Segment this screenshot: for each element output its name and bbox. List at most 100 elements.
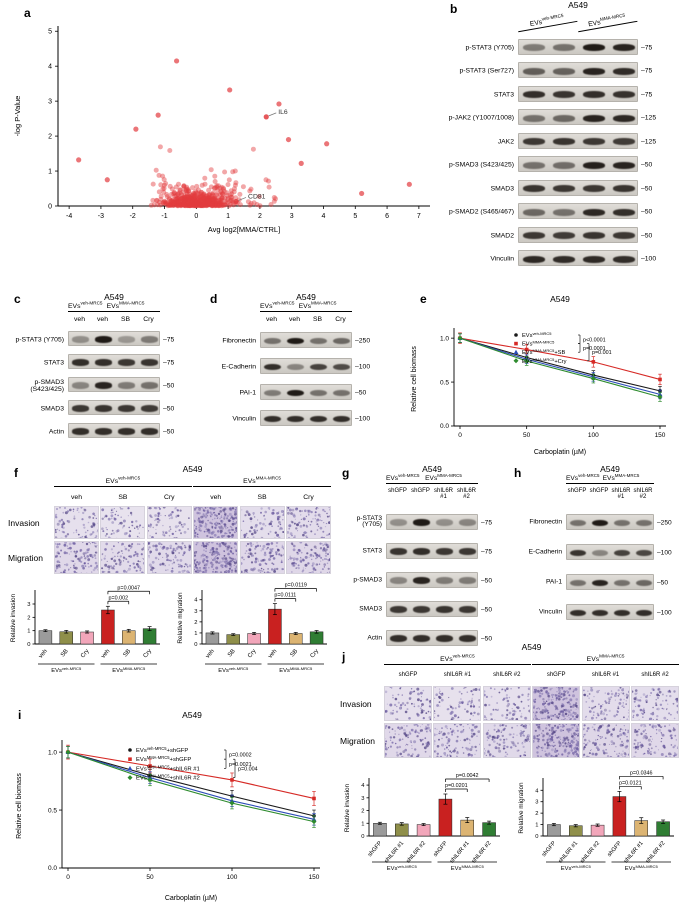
western-blot-panel-h: A549 EVsveh-MRC5 EVsMMA-MRC5 shGFP shGFP shIL…	[514, 464, 685, 706]
mw-marker: –50	[641, 161, 653, 169]
blot-band	[553, 232, 575, 240]
chart-text: EVsveh-MRC5​	[387, 864, 418, 872]
mw-marker: –100	[657, 549, 672, 557]
series-line	[459, 337, 661, 380]
blot-band	[614, 609, 630, 617]
lane-label: shIL6R #1	[433, 488, 453, 501]
mw-marker: –125	[641, 114, 657, 122]
blot-band	[310, 389, 327, 397]
blot-band	[95, 382, 112, 389]
mw-marker: –50	[355, 389, 367, 397]
blot-band	[118, 405, 135, 412]
series-line	[67, 751, 315, 800]
mw-marker: –100	[641, 255, 657, 263]
condition-label: shIL6R #2	[493, 672, 521, 678]
western-blot-panel-d: A549 EVsveh-MRC5 EVsMMA-MRC5 veh veh SB Cry Fib…	[208, 292, 400, 462]
blot-band	[390, 606, 407, 613]
chart-text: CD81	[248, 193, 266, 200]
chart-text: 0	[361, 834, 364, 840]
blot-band	[523, 208, 545, 216]
blot-band	[287, 389, 304, 397]
blot-band	[583, 232, 605, 240]
chart-text: shIL6R #2	[471, 840, 493, 864]
bar	[247, 633, 261, 645]
panel-d-label: d	[210, 292, 218, 306]
condition-label: shIL6R #2	[641, 672, 669, 678]
blot-row-label: p-SMAD3 (S423/425)	[449, 161, 514, 169]
panel-title: A549	[600, 464, 620, 474]
blot-box	[68, 400, 160, 415]
blot-band	[413, 635, 430, 642]
series-line	[459, 337, 661, 398]
blot-box	[518, 38, 638, 55]
blot-row: Fibronectin –250	[514, 508, 685, 538]
lane-label: shIL6R #2	[456, 488, 476, 501]
blot-box	[68, 423, 160, 438]
blot-box	[566, 544, 654, 560]
blot-band	[583, 208, 605, 216]
blot-row-label: p-SMAD3	[353, 576, 382, 584]
blot-row-label: Actin	[48, 427, 64, 435]
blot-band	[459, 635, 476, 642]
group-header: EVsMMA-MRC5	[91, 301, 160, 313]
blot-band	[72, 405, 89, 412]
blot-band	[310, 415, 327, 423]
chart-text: EVsveh-MRC5​	[218, 666, 249, 674]
chart-text: IL6	[278, 109, 288, 116]
blot-row: p-SMAD2 (S465/467) –50	[446, 201, 685, 225]
blot-band	[390, 548, 407, 555]
chart-text: Cry	[80, 648, 91, 659]
chart-text: 0	[535, 834, 538, 840]
chart-text: SB	[227, 648, 237, 658]
group-header: EVsMMA-MRC5	[409, 473, 478, 485]
chart-text: p=0.002	[109, 595, 129, 601]
chart-text: Relative migration	[518, 782, 525, 834]
chart-text: p=0.0047	[117, 585, 140, 591]
mw-marker: –50	[481, 577, 493, 584]
panel-title: A549	[568, 0, 588, 10]
blot-row-label: STAT3	[362, 547, 382, 555]
blot-row-label: SMAD2	[490, 232, 514, 240]
series-line	[459, 337, 661, 392]
lane-label: veh	[289, 316, 300, 323]
blot-band	[436, 519, 453, 526]
blot-band	[523, 91, 545, 99]
well-row-label: Invasion	[340, 698, 372, 709]
blot-band	[141, 359, 158, 366]
chart-text: shGFP	[367, 840, 383, 858]
transwell-image	[631, 686, 679, 721]
blot-row: STAT3 –75	[446, 83, 685, 107]
blot-box	[386, 542, 478, 559]
blot-box	[386, 600, 478, 617]
blot-band	[72, 359, 89, 366]
lane-label: shGFP	[567, 488, 587, 494]
blot-band	[390, 519, 407, 526]
mw-marker: –100	[355, 363, 371, 371]
group-header: EVsMMA-MRC5	[576, 13, 638, 33]
mw-marker: –50	[641, 185, 653, 193]
bar	[547, 824, 561, 837]
transwell-image	[384, 723, 432, 758]
blot-band	[523, 67, 545, 75]
panel-a-label: a	[24, 6, 31, 20]
blot-band	[459, 577, 476, 584]
blot-row: Fibronectin –250	[208, 328, 400, 354]
chart-text: Relative cell biomass	[411, 346, 418, 412]
transwell-image	[581, 723, 630, 758]
chart-text: 4	[194, 598, 198, 604]
blot-band	[583, 185, 605, 193]
blot-band	[570, 579, 586, 587]
blot-row: Actin –50	[8, 420, 206, 443]
lane-label: shGFP	[388, 488, 407, 494]
blot-row: PAI-1 –50	[208, 380, 400, 406]
mw-marker: –50	[641, 208, 653, 216]
chart-text: 150	[309, 874, 320, 881]
lane-label: shIL6R #1	[611, 488, 631, 501]
chart-text: EVsMMA-MRC5​+shIL6R #2	[136, 774, 200, 782]
blot-band	[583, 91, 605, 99]
transwell-image	[433, 686, 482, 721]
condition-label: shGFP	[398, 672, 418, 678]
blot-band	[72, 382, 89, 389]
bar	[289, 633, 303, 645]
blot-band	[413, 606, 430, 613]
